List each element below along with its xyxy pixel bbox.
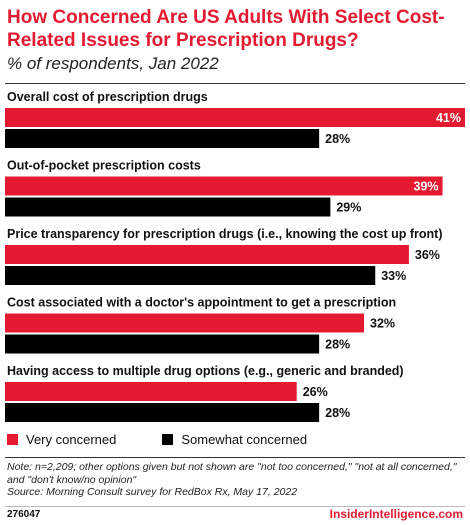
category-label: Having access to multiple drug options (…	[7, 364, 404, 378]
top-divider	[5, 83, 465, 84]
bar-somewhat-concerned	[5, 334, 320, 354]
brand-logo: InsiderIntelligence.com	[329, 507, 463, 521]
legend-label-very-concerned: Very concerned	[26, 432, 117, 447]
bar-very-concerned	[5, 245, 409, 264]
note-text: Note: n=2,209; other options given but n…	[7, 461, 457, 486]
category-label: Overall cost of prescription drugs	[7, 90, 208, 104]
data-label: 41%	[436, 111, 461, 125]
legend-swatch-very-concerned	[7, 434, 18, 445]
data-label: 32%	[370, 317, 395, 331]
bar-somewhat-concerned	[5, 129, 320, 148]
category-label: Cost associated with a doctor's appointm…	[7, 296, 396, 310]
footer-divider	[5, 506, 465, 507]
bar-very-concerned	[5, 382, 297, 401]
bar-somewhat-concerned	[5, 266, 376, 285]
data-label: 39%	[414, 180, 439, 194]
bar-somewhat-concerned	[5, 197, 331, 217]
bar-very-concerned	[5, 313, 365, 333]
bar-very-concerned	[5, 176, 443, 196]
chart-note: Note: n=2,209; other options given but n…	[7, 461, 459, 499]
chart-id: 276047	[7, 509, 41, 520]
bar-very-concerned	[5, 108, 465, 127]
data-label: 36%	[415, 248, 440, 262]
legend-swatch-somewhat-concerned	[162, 434, 174, 445]
data-label: 28%	[325, 132, 350, 146]
data-label: 33%	[381, 269, 406, 283]
legend-label-somewhat-concerned: Somewhat concerned	[181, 432, 308, 447]
bar-chart: Overall cost of prescription drugs 41% 28%…	[5, 90, 465, 422]
data-label: 28%	[325, 406, 350, 420]
data-label: 26%	[303, 385, 328, 399]
legend-item-somewhat-concerned: Somewhat concerned	[162, 432, 307, 447]
legend: Very concerned Somewhat concerned	[7, 432, 353, 447]
bar-somewhat-concerned	[5, 403, 320, 422]
legend-item-very-concerned: Very concerned	[7, 432, 116, 447]
chart-title: How Concerned Are US Adults With Select …	[7, 7, 445, 51]
bottom-divider	[5, 457, 465, 458]
category-label: Out-of-pocket prescription costs	[7, 159, 201, 173]
source-text: Source: Morning Consult survey for RedBo…	[7, 486, 298, 498]
data-label: 29%	[336, 201, 361, 215]
category-label: Price transparency for prescription drug…	[7, 227, 442, 241]
chart-subtitle: % of respondents, Jan 2022	[7, 54, 219, 73]
data-label: 28%	[325, 338, 350, 352]
